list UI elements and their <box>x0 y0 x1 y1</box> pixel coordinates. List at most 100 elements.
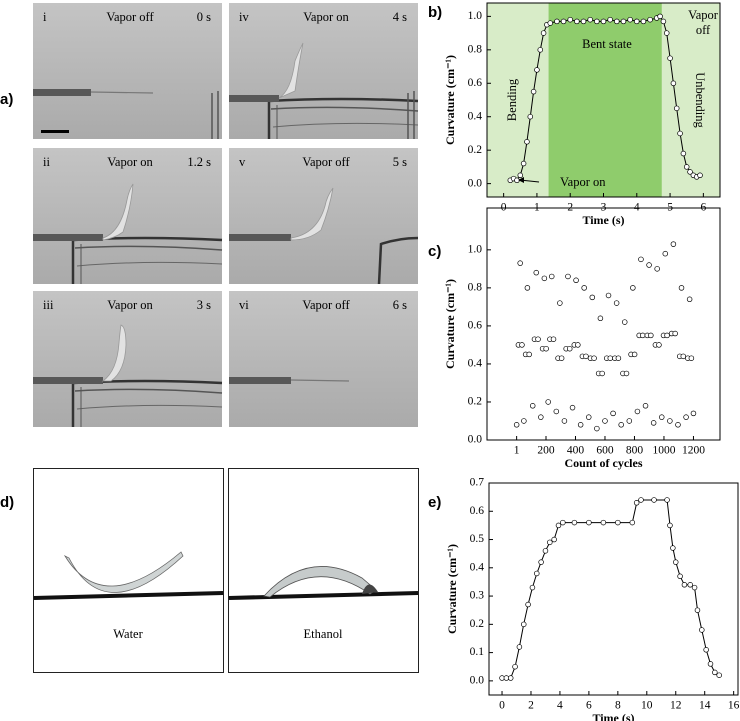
x-tick-label: 6 <box>586 700 592 712</box>
data-point <box>615 519 621 526</box>
data-point <box>670 545 676 551</box>
data-point <box>657 13 663 20</box>
photo-index: iv <box>239 10 249 24</box>
data-point <box>667 522 673 529</box>
data-point <box>607 355 614 361</box>
beaker-water <box>76 261 223 267</box>
photo-index: ii <box>43 155 50 169</box>
y-tick-label: 0.4 <box>468 358 483 370</box>
y-tick-label: 0.7 <box>470 477 485 489</box>
data-point <box>554 18 560 25</box>
photo-index: vi <box>239 298 249 312</box>
annotation: Bent state <box>582 37 632 51</box>
data-point <box>594 18 600 25</box>
data-point <box>586 519 592 526</box>
data-point <box>599 370 605 377</box>
photo-background <box>229 3 418 139</box>
data-point <box>600 18 607 25</box>
data-point <box>547 20 553 26</box>
data-point <box>538 559 544 565</box>
data-point <box>647 16 653 23</box>
data-point <box>656 342 662 348</box>
data-point <box>519 342 525 348</box>
data-point <box>620 18 627 25</box>
data-point <box>537 47 544 53</box>
data-point <box>716 672 722 678</box>
annotation: Unbending <box>693 72 707 128</box>
data-point <box>667 418 673 424</box>
data-point <box>524 139 530 145</box>
data-point <box>660 18 667 25</box>
data-point <box>597 315 604 322</box>
photo: Water <box>33 468 224 673</box>
beaker <box>377 236 419 285</box>
data-point <box>571 519 578 526</box>
data-point <box>654 266 660 272</box>
data-point <box>557 300 563 306</box>
data-point <box>589 294 596 301</box>
annotation: Vapor <box>688 8 719 22</box>
data-point <box>615 355 622 361</box>
x-tick-label: 14 <box>699 700 711 712</box>
data-point <box>651 497 657 503</box>
holder <box>229 377 291 384</box>
annotation: Vapor on <box>560 175 606 189</box>
y-axis-label: Curvature (cm⁻¹) <box>445 544 459 634</box>
data-point <box>565 273 571 280</box>
data-point <box>638 497 644 503</box>
data-point <box>683 414 689 420</box>
y-tick-label: 0.0 <box>468 177 483 189</box>
photo: iv Vapor on 4 s <box>229 3 419 139</box>
data-point <box>663 30 670 36</box>
data-point <box>634 18 640 25</box>
data-point <box>525 601 531 608</box>
photo-time: 6 s <box>393 298 407 312</box>
data-point <box>673 105 680 112</box>
photo-index: iii <box>43 298 54 312</box>
data-point <box>530 88 537 95</box>
beaker-edge <box>211 91 219 139</box>
x-tick-label: 12 <box>670 700 682 712</box>
data-point <box>605 292 612 299</box>
holder <box>229 234 291 241</box>
x-tick-label: 10 <box>641 700 653 712</box>
data-point <box>534 67 540 73</box>
y-tick-label: 0.8 <box>468 282 483 294</box>
annotation-arrowhead <box>518 177 524 183</box>
data-point <box>699 627 705 633</box>
beaker-water <box>76 404 223 410</box>
beaker-rim <box>74 388 223 394</box>
data-point <box>550 336 557 342</box>
data-point <box>521 418 527 424</box>
y-tick-label: 0.2 <box>470 618 485 630</box>
data-point <box>613 300 620 306</box>
data-point <box>594 425 600 432</box>
film <box>290 187 334 241</box>
panel-label: d) <box>0 494 14 511</box>
x-tick-label: 600 <box>596 445 614 457</box>
data-point <box>642 403 649 409</box>
data-point <box>545 399 551 405</box>
scale-bar <box>41 130 69 133</box>
photo-caption: Water <box>113 627 143 641</box>
data-point <box>712 669 718 676</box>
data-point <box>512 663 518 670</box>
x-axis-label: Time (s) <box>592 711 634 721</box>
annotation: Bending <box>505 78 519 121</box>
photo-frame <box>33 468 224 673</box>
x-tick-label: 8 <box>615 700 621 712</box>
data-point <box>600 519 607 526</box>
y-tick-label: 0.6 <box>470 505 485 517</box>
y-tick-label: 0.4 <box>468 110 483 122</box>
data-point <box>540 30 547 36</box>
y-tick-label: 0.0 <box>468 434 483 446</box>
data-point <box>520 621 527 628</box>
data-point <box>677 573 683 580</box>
data-point <box>691 584 698 591</box>
data-point <box>621 319 628 325</box>
data-point <box>569 404 576 411</box>
holder <box>229 95 279 102</box>
data-point <box>567 16 573 23</box>
film <box>278 42 304 99</box>
